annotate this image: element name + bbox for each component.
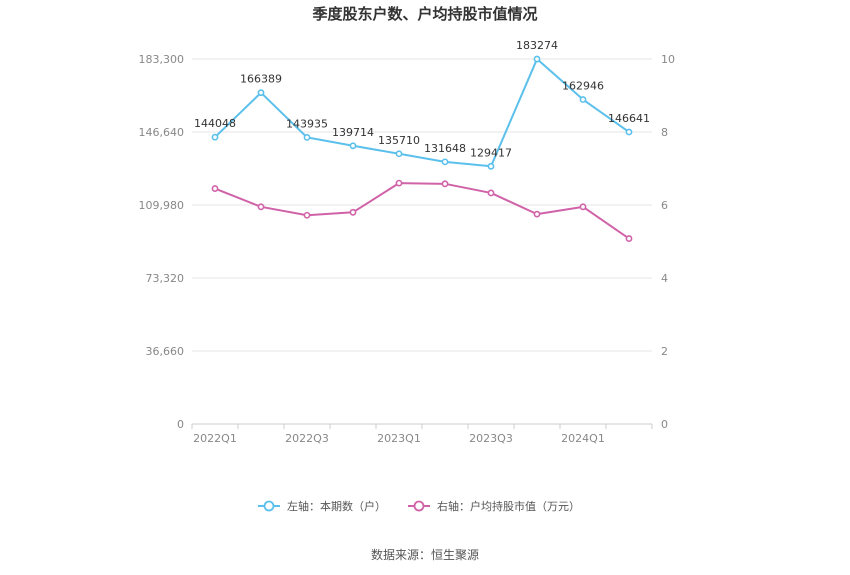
data-label: 146641 [608,112,650,125]
right-axis-tick-label: 10 [661,53,675,66]
data-point[interactable] [211,133,219,141]
data-point[interactable] [395,179,403,187]
data-point[interactable] [257,203,265,211]
data-label: 129417 [470,146,512,159]
legend-item-2[interactable]: 右轴：户均持股市值（万元） [408,499,580,513]
right-axis-tick-label: 2 [661,345,668,358]
legend[interactable]: 左轴：本期数（户） 右轴：户均持股市值（万元） [258,499,580,513]
x-axis-tick-label: 2022Q1 [193,432,237,445]
legend-item-1[interactable]: 左轴：本期数（户） [258,499,386,513]
x-axis-tick-label: 2023Q3 [469,432,513,445]
left-axis-tick-label: 0 [177,418,184,431]
legend-swatch-marker [263,500,275,512]
left-axis-tick-label: 109,980 [139,199,185,212]
x-axis-tick-label: 2022Q3 [285,432,329,445]
axis-layer: 036,66073,320109,980146,640183,300024681… [139,53,676,445]
data-point[interactable] [303,211,311,219]
data-label-layer: 144048 166389 143935 139714 135710 131648 1294… [194,39,650,159]
legend-label: 右轴：户均持股市值（万元） [437,499,580,513]
data-label: 143935 [286,117,328,130]
data-label: 144048 [194,117,236,130]
x-axis-tick-label: 2024Q1 [561,432,605,445]
data-point[interactable] [625,128,633,136]
data-point[interactable] [303,133,311,141]
data-label: 135710 [378,134,420,147]
data-point[interactable] [533,210,541,218]
right-axis-tick-label: 6 [661,199,668,212]
right-axis-tick-label: 4 [661,272,668,285]
data-point[interactable] [625,235,633,242]
data-label: 131648 [424,142,466,155]
data-point[interactable] [533,55,541,63]
left-axis-tick-label: 36,660 [146,345,185,358]
right-axis-tick-label: 0 [661,418,668,431]
series-line-2 [214,182,630,240]
data-point[interactable] [579,96,587,103]
data-point[interactable] [441,180,449,188]
data-point[interactable] [441,158,449,166]
left-axis-tick-label: 73,320 [146,272,185,285]
series-layer [211,55,633,242]
legend-label: 左轴：本期数（户） [287,499,386,513]
data-point[interactable] [395,150,403,158]
data-label: 183274 [516,39,558,52]
right-axis-tick-label: 8 [661,126,668,139]
data-point[interactable] [487,189,495,197]
data-label: 139714 [332,126,374,139]
data-point[interactable] [349,142,357,150]
data-label: 166389 [240,73,282,86]
series-line-1 [214,58,630,168]
source-note: 数据来源：恒生聚源 [371,547,479,562]
left-axis-tick-label: 183,300 [139,53,185,66]
grid-layer [192,58,652,425]
data-point[interactable] [211,185,219,192]
data-point[interactable] [349,208,357,216]
left-axis-tick-label: 146,640 [139,126,185,139]
data-point[interactable] [487,162,495,170]
x-axis-tick-label: 2023Q1 [377,432,421,445]
data-point[interactable] [257,89,265,97]
chart-title: 季度股东户数、户均持股市值情况 [312,5,537,23]
data-point[interactable] [579,203,587,211]
legend-swatch-marker [413,500,425,512]
data-label: 162946 [562,80,604,93]
